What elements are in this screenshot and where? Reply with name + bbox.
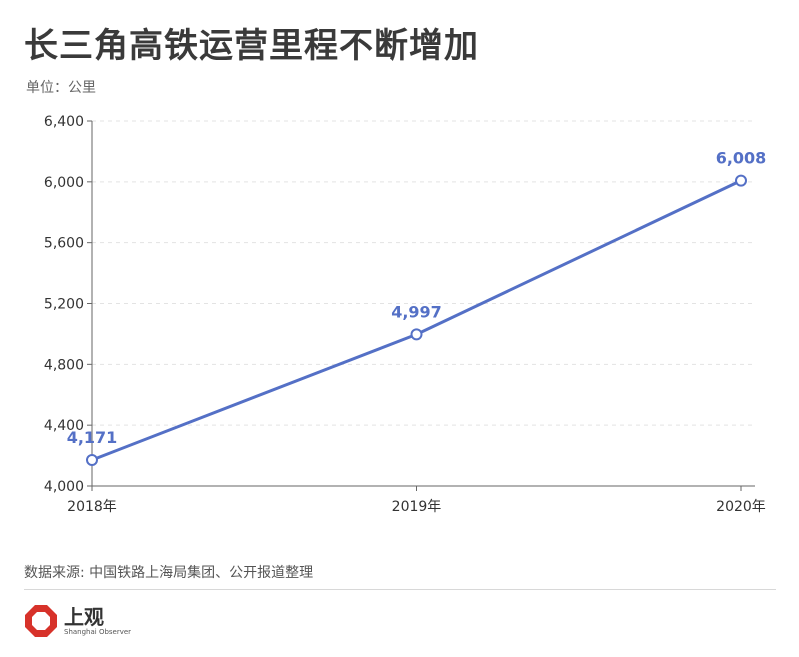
y-tick-label: 4,800 — [44, 357, 84, 373]
series-layer: 4,171 4,997 6,008 — [67, 149, 767, 466]
data-point — [735, 174, 747, 187]
data-point — [410, 328, 423, 341]
y-tick-label: 6,000 — [44, 175, 84, 191]
data-label: 4,171 — [67, 428, 118, 447]
y-tick-label: 6,400 — [44, 114, 84, 130]
line-chart: 4,000 4,400 4,800 5,200 5,600 6,000 6,400 2018… — [44, 114, 767, 515]
y-tick-label: 4,400 — [44, 418, 84, 434]
data-label: 4,997 — [391, 302, 442, 321]
unit-label: 单位：公里 — [26, 80, 96, 96]
y-tick-label: 5,600 — [44, 236, 84, 252]
octagon-logo-icon — [25, 605, 57, 637]
y-tick-label: 4,000 — [44, 479, 84, 495]
data-point — [86, 453, 98, 466]
y-axis: 4,000 4,400 4,800 5,200 5,600 6,000 6,400 — [44, 114, 93, 495]
x-tick-label: 2018年 — [67, 499, 117, 515]
data-source: 数据来源: 中国铁路上海局集团、公开报道整理 — [24, 565, 314, 581]
chart-title: 长三角高铁运营里程不断增加 — [24, 26, 479, 66]
brand-logo[interactable]: 上观 Shanghai Observer — [24, 604, 131, 638]
logo-chinese-text: 上观 — [64, 604, 104, 629]
x-tick-label: 2020年 — [716, 499, 766, 515]
footer-divider — [24, 589, 776, 590]
data-label: 6,008 — [716, 149, 767, 168]
grid-lines — [92, 120, 755, 426]
y-tick-label: 5,200 — [44, 297, 84, 313]
x-tick-label: 2019年 — [392, 499, 442, 515]
x-axis: 2018年 2019年 2020年 — [67, 485, 766, 515]
logo-english-text: Shanghai Observer — [64, 627, 132, 636]
